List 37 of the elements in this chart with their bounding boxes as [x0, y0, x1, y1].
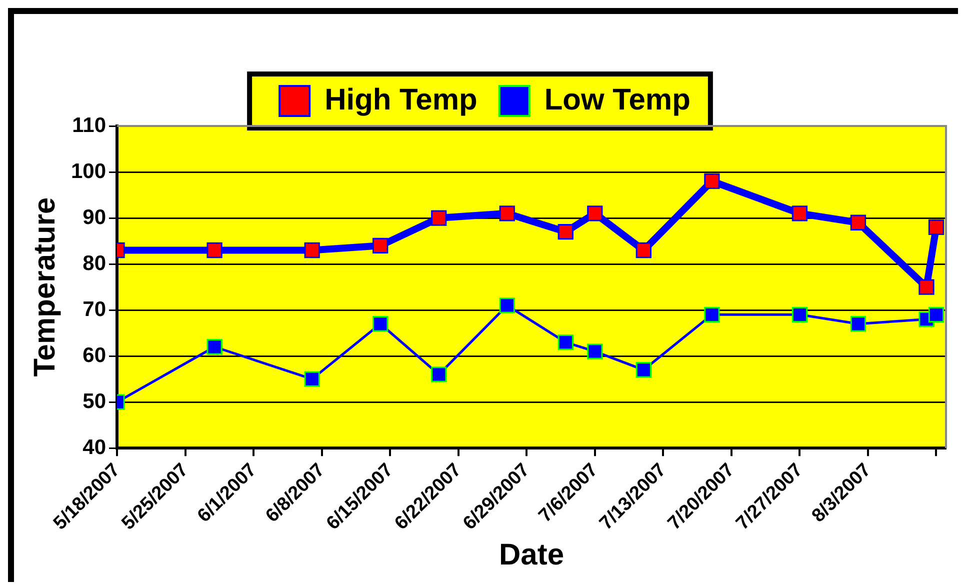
point [928, 306, 944, 322]
point [792, 206, 808, 222]
point [206, 339, 222, 355]
point [558, 334, 574, 350]
point [636, 242, 652, 258]
y-tick-label: 40 [82, 436, 106, 459]
point [850, 214, 866, 230]
y-tick-label: 70 [82, 298, 106, 321]
legend-label: High Temp [324, 83, 478, 116]
point [636, 362, 652, 378]
y-tick-label: 100 [70, 160, 106, 183]
y-tick-label: 60 [82, 344, 106, 367]
y-axis-title: Temperature [28, 197, 62, 377]
point [499, 206, 515, 222]
point [206, 242, 222, 258]
point [499, 298, 515, 314]
point [918, 279, 934, 295]
y-tick-label: 80 [82, 252, 106, 275]
point [850, 316, 866, 332]
point [431, 366, 447, 382]
y-tick-label: 50 [82, 390, 106, 413]
y-tick-label: 110 [72, 114, 106, 137]
point [558, 224, 574, 240]
point [587, 344, 603, 360]
point [372, 238, 388, 254]
point [304, 242, 320, 258]
point [587, 206, 603, 222]
point [704, 306, 720, 322]
legend-label: Low Temp [544, 83, 690, 116]
point [304, 371, 320, 387]
point [372, 316, 388, 332]
point [928, 219, 944, 236]
point [431, 210, 447, 226]
y-tick-label: 90 [82, 206, 106, 229]
point [704, 173, 720, 190]
x-axis-title: Date [499, 538, 564, 572]
point [792, 306, 808, 322]
